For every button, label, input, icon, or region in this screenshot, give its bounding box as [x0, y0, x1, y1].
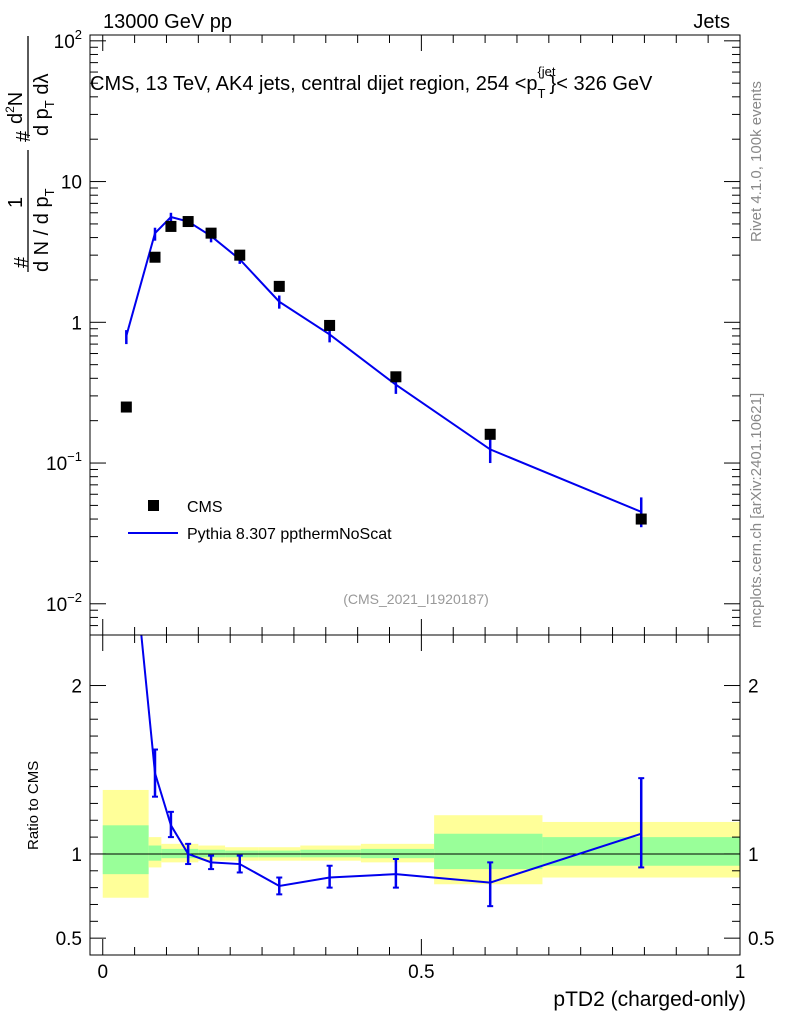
cms-data-point: [182, 216, 194, 228]
cms-data-point: [234, 249, 246, 261]
ratio-y-ticks: 0.5 0.5 1 1 2 2: [56, 677, 775, 951]
ratio-y-tick-label: 2: [71, 677, 82, 698]
main-y-axis-label: # 1 d N / d pT # d2N d pT dλ: [3, 36, 57, 272]
ylabel-frac2-num: d2N: [3, 92, 27, 124]
ratio-y-axis-label: Ratio to CMS: [25, 761, 42, 850]
ratio-band-green: [148, 845, 162, 861]
cms-data-point: [120, 401, 132, 413]
ratio-panel: 0.5 0.51 12 2 0 0.5 1 Ratio to CMS pTD2 (char…: [25, 634, 775, 1011]
ylabel-frac2-den-sub: T: [42, 100, 57, 108]
main-y-ticks: 10−2 10−1 1 10 102: [46, 27, 740, 636]
ratio-frame: [89, 634, 741, 956]
cms-data-point: [149, 251, 161, 263]
rivet-version-label: Rivet 4.1.0, 100k events: [748, 81, 765, 242]
ylabel-frac2-num-n: N: [5, 92, 27, 106]
main-y-tick-label: 10−2: [46, 590, 82, 616]
legend-cms-marker: [148, 500, 159, 511]
ylabel-frac2-num-sup: 2: [3, 106, 17, 113]
main-y-tick-label: 1: [71, 313, 82, 334]
cms-data-point: [324, 319, 336, 331]
cms-data-point: [205, 227, 217, 239]
main-x-ticks: [102, 35, 741, 635]
main-title: CMS, 13 TeV, AK4 jets, central dijet reg…: [90, 64, 653, 101]
legend: CMS Pythia 8.307 ppthermNoScat: [128, 499, 392, 543]
ylabel-frac2-num-d: d: [5, 113, 27, 124]
ylabel-frac1-num: 1: [5, 197, 27, 208]
main-y-tick-label: 10−1: [46, 449, 82, 475]
ylabel-frac2-den: d pT dλ: [31, 74, 57, 136]
ratio-y-tick-label-right: 0.5: [748, 929, 774, 950]
header-jets-label: Jets: [693, 11, 730, 33]
main-frame: [89, 34, 741, 636]
mcplots-source-label: mcplots.cern.ch [arXiv:2401.10621]: [748, 393, 765, 628]
title-main: CMS, 13 TeV, AK4 jets, central dijet reg…: [90, 73, 538, 95]
ratio-y-tick-label-right: 1: [748, 845, 759, 866]
title-sup: {jet: [537, 64, 555, 79]
ylabel-hash-left: #: [11, 256, 33, 268]
analysis-id-annotation: (CMS_2021_I1920187): [343, 591, 489, 607]
ylabel-frac2-den-main: d p: [31, 108, 53, 136]
ylabel-frac2-den-tail: dλ: [31, 74, 53, 101]
ratio-band-green: [434, 833, 543, 870]
ylabel-hash-mid: #: [13, 130, 35, 142]
ylabel-frac1-den-main: d N / d p: [31, 196, 53, 272]
cms-data-point: [484, 428, 496, 440]
title-sub: T: [538, 86, 546, 101]
ratio-uncertainty-bands: [102, 789, 740, 898]
cms-data-point: [273, 280, 285, 292]
main-y-tick-label: 102: [54, 27, 82, 53]
ratio-y-tick-label: 1: [71, 845, 82, 866]
legend-cms-label: CMS: [187, 499, 223, 516]
ratio-y-tick-label: 0.5: [56, 929, 82, 950]
x-tick-label: 0: [97, 962, 108, 983]
pythia-line: [125, 215, 642, 513]
x-axis-label: pTD2 (charged-only): [553, 988, 746, 1011]
x-tick-label: 0.5: [408, 962, 434, 983]
main-y-tick-label: 10: [61, 173, 82, 194]
title-tail: }< 326 GeV: [550, 73, 654, 95]
ylabel-frac1-den: d N / d pT: [31, 188, 57, 272]
x-tick-label: 1: [735, 962, 746, 983]
ylabel-frac1-den-sub: T: [42, 188, 57, 196]
header-energy-label: 13000 GeV pp: [103, 11, 232, 33]
legend-pythia-label: Pythia 8.307 ppthermNoScat: [187, 526, 392, 543]
main-panel: 10−2 10−1 1 10 102 CMS, 13 TeV, AK4 jets, ce…: [3, 27, 741, 636]
cms-data-point: [165, 220, 177, 232]
cms-data-point: [635, 513, 647, 525]
cms-data-point: [390, 371, 402, 383]
ratio-band-green: [102, 825, 149, 875]
ratio-y-tick-label-right: 2: [748, 677, 759, 698]
ratio-x-ticks: 0 0.5 1: [97, 635, 745, 983]
